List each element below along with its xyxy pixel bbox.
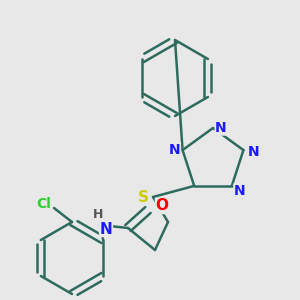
Text: H: H [93,208,103,221]
Text: N: N [169,143,180,157]
Text: N: N [234,184,246,198]
Text: O: O [155,199,169,214]
Text: N: N [215,121,227,135]
Text: N: N [100,221,112,236]
Text: N: N [248,145,259,159]
Text: S: S [137,190,148,205]
Text: Cl: Cl [37,197,51,211]
